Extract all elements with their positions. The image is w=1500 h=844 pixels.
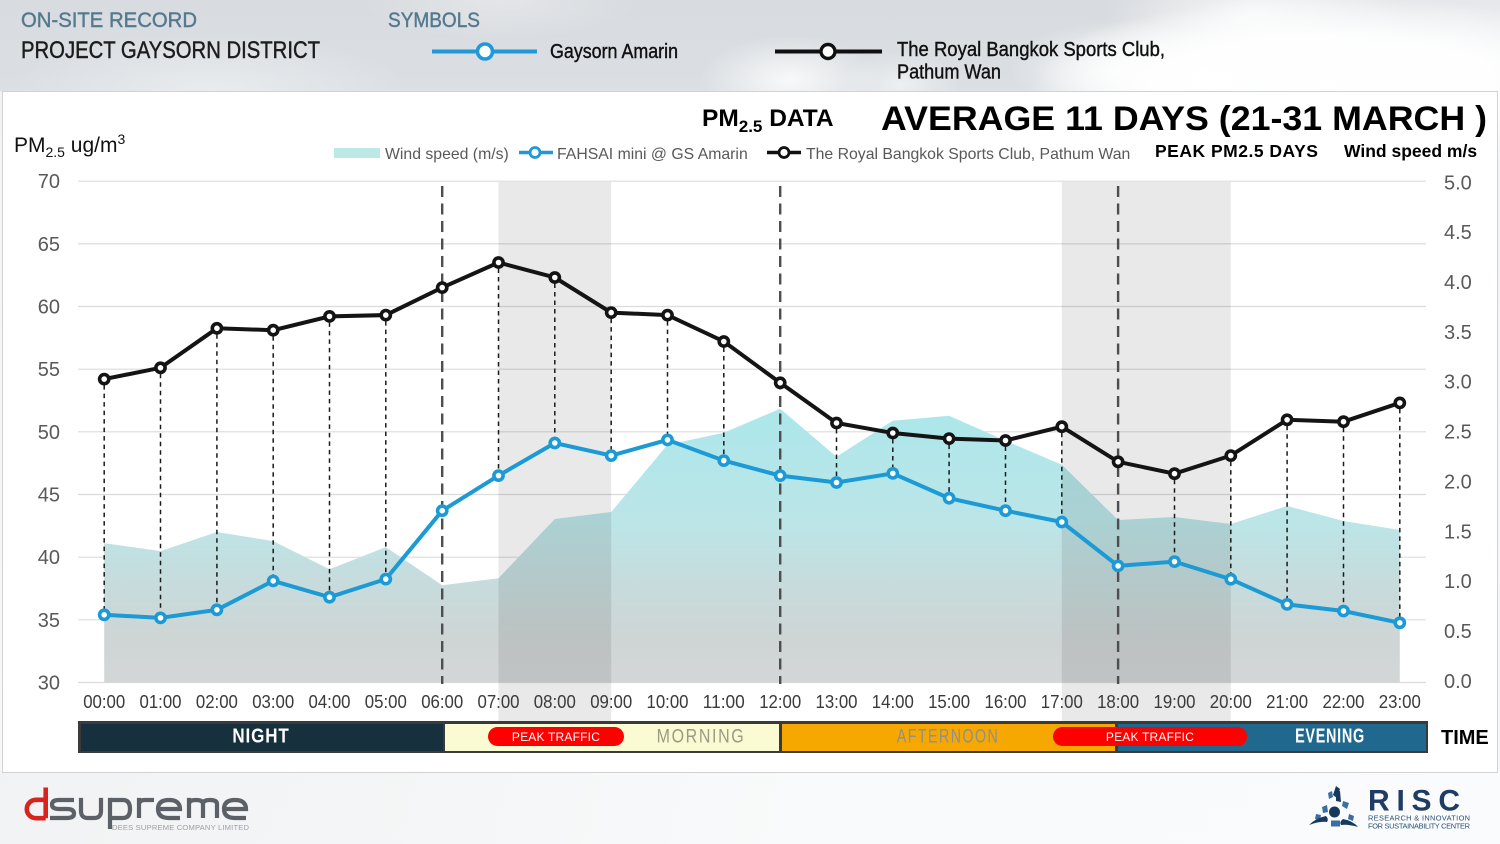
svg-text:60: 60: [38, 297, 60, 319]
svg-text:45: 45: [38, 485, 60, 507]
svg-text:FAHSAI mini @ GS Amarin: FAHSAI mini @ GS Amarin: [557, 146, 748, 163]
svg-text:The Royal Bangkok Sports Club,: The Royal Bangkok Sports Club, Pathum Wa…: [806, 146, 1130, 163]
svg-text:04:00: 04:00: [309, 692, 351, 712]
svg-text:Pathum Wan: Pathum Wan: [897, 62, 1001, 84]
svg-text:0.0: 0.0: [1444, 671, 1472, 693]
svg-text:01:00: 01:00: [140, 692, 182, 712]
svg-text:17:00: 17:00: [1041, 692, 1083, 712]
svg-text:4.5: 4.5: [1444, 222, 1472, 244]
svg-text:2.0: 2.0: [1444, 471, 1472, 493]
svg-text:21:00: 21:00: [1266, 692, 1308, 712]
svg-text:13:00: 13:00: [816, 692, 858, 712]
svg-text:23:00: 23:00: [1379, 692, 1421, 712]
svg-text:DEES SUPREME COMPANY LIMITED: DEES SUPREME COMPANY LIMITED: [112, 823, 250, 832]
svg-text:15:00: 15:00: [928, 692, 970, 712]
svg-text:PROJECT GAYSORN DISTRICT: PROJECT GAYSORN DISTRICT: [21, 37, 320, 64]
svg-text:03:00: 03:00: [252, 692, 294, 712]
svg-text:PM2.5 ug/m3: PM2.5 ug/m3: [14, 131, 126, 160]
svg-text:4.0: 4.0: [1444, 272, 1472, 294]
svg-text:The Royal Bangkok Sports Club,: The Royal Bangkok Sports Club,: [897, 39, 1165, 61]
svg-text:ON-SITE RECORD: ON-SITE RECORD: [21, 9, 197, 32]
svg-text:11:00: 11:00: [703, 692, 745, 712]
svg-text:RISC: RISC: [1368, 785, 1468, 818]
svg-text:10:00: 10:00: [647, 692, 689, 712]
svg-text:PEAK PM2.5 DAYS: PEAK PM2.5 DAYS: [1155, 141, 1318, 161]
svg-text:70: 70: [38, 171, 60, 193]
svg-text:55: 55: [38, 359, 60, 381]
svg-text:1.5: 1.5: [1444, 521, 1472, 543]
svg-text:FOR SUSTAINABILITY CENTER: FOR SUSTAINABILITY CENTER: [1368, 822, 1470, 831]
svg-text:00:00: 00:00: [83, 692, 125, 712]
svg-text:SYMBOLS: SYMBOLS: [388, 9, 480, 32]
svg-text:19:00: 19:00: [1154, 692, 1196, 712]
svg-text:07:00: 07:00: [478, 692, 520, 712]
svg-text:40: 40: [38, 547, 60, 569]
svg-text:20:00: 20:00: [1210, 692, 1252, 712]
svg-text:50: 50: [38, 422, 60, 444]
svg-text:RESEARCH & INNOVATION: RESEARCH & INNOVATION: [1368, 814, 1470, 823]
svg-text:1.0: 1.0: [1444, 571, 1472, 593]
svg-text:Wind speed m/s: Wind speed m/s: [1344, 141, 1477, 161]
svg-text:16:00: 16:00: [985, 692, 1027, 712]
svg-text:05:00: 05:00: [365, 692, 407, 712]
svg-text:2.5: 2.5: [1444, 422, 1472, 444]
svg-text:02:00: 02:00: [196, 692, 238, 712]
svg-text:22:00: 22:00: [1323, 692, 1365, 712]
svg-text:08:00: 08:00: [534, 692, 576, 712]
svg-text:3.0: 3.0: [1444, 372, 1472, 394]
svg-text:14:00: 14:00: [872, 692, 914, 712]
svg-text:3.5: 3.5: [1444, 322, 1472, 344]
svg-text:Gaysorn Amarin: Gaysorn Amarin: [550, 41, 678, 63]
svg-text:5.0: 5.0: [1444, 172, 1472, 194]
svg-text:18:00: 18:00: [1097, 692, 1139, 712]
svg-text:PM2.5 DATA: PM2.5 DATA: [702, 105, 834, 136]
svg-text:09:00: 09:00: [590, 692, 632, 712]
svg-text:06:00: 06:00: [421, 692, 463, 712]
svg-text:0.5: 0.5: [1444, 621, 1472, 643]
svg-text:12:00: 12:00: [759, 692, 801, 712]
svg-text:AVERAGE 11 DAYS (21-31 MARCH ): AVERAGE 11 DAYS (21-31 MARCH ): [881, 100, 1487, 138]
svg-text:Wind speed (m/s): Wind speed (m/s): [385, 146, 509, 163]
svg-text:35: 35: [38, 610, 60, 632]
svg-text:65: 65: [38, 234, 60, 256]
svg-text:30: 30: [38, 672, 60, 694]
